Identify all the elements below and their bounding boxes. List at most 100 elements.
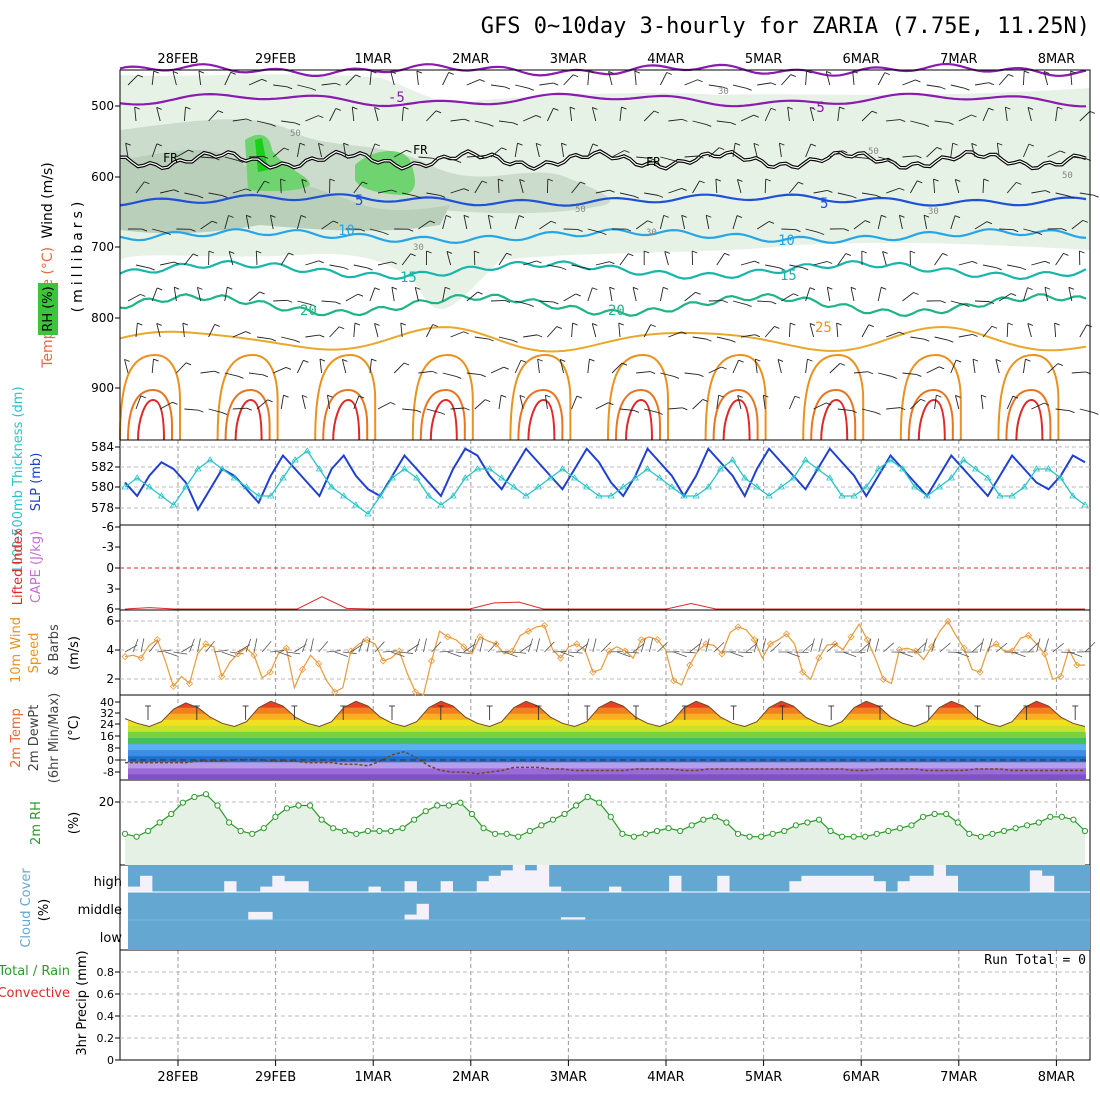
wind-speed-point <box>976 668 984 676</box>
cloud-high-bar <box>296 881 309 892</box>
wind-speed-line <box>124 620 1085 696</box>
rh-label-30-b: 30 <box>646 228 657 238</box>
upper-wind-barb <box>425 324 434 338</box>
upper-wind-barb-feather <box>429 220 436 224</box>
wind-barb <box>996 642 1008 653</box>
upper-wind-barb-feather <box>845 253 851 256</box>
rh-2m-point <box>492 830 499 837</box>
upper-wind-barb <box>934 395 937 410</box>
upper-wind-barb-feather <box>923 214 930 218</box>
upper-wind-barb-feather <box>806 70 812 74</box>
rh-2m-point <box>353 830 360 837</box>
temp-contour-35 <box>907 388 954 441</box>
upper-wind-barb <box>611 150 625 158</box>
cloud-high-bar <box>476 881 490 892</box>
temp-contour-10 <box>119 228 1087 245</box>
upper-wind-barb-feather <box>553 82 559 86</box>
upper-wind-barb-feather <box>1025 358 1031 362</box>
date-label-bottom: 29FEB <box>255 1070 296 1085</box>
temp-label-20-a: 20 <box>300 303 317 319</box>
temp-contour-35 <box>127 388 173 441</box>
precip-tick-label: 0.4 <box>97 1010 115 1023</box>
rh-2m-point <box>769 830 776 837</box>
upper-wind-barb <box>182 323 185 338</box>
cloud-high-bar <box>404 881 417 892</box>
cloud-high-bar <box>440 881 453 892</box>
upper-wind-barb-feather <box>137 74 144 78</box>
upper-wind-barb <box>587 287 593 302</box>
rh-label-50-c: 50 <box>868 147 879 157</box>
wind-barb <box>1044 638 1049 653</box>
upper-wind-barb <box>281 120 296 124</box>
rh-2m-point <box>260 825 267 832</box>
thickness-point <box>801 456 810 463</box>
upper-wind-barb <box>343 143 347 158</box>
upper-wind-barb <box>1043 71 1049 86</box>
cloud-high-bar <box>524 870 538 892</box>
upper-wind-barb-feather <box>649 157 656 161</box>
thickness-point <box>984 474 992 481</box>
rh-2m-point <box>283 805 291 812</box>
thickness-point <box>1008 492 1016 499</box>
upper-wind-barb-feather <box>153 358 159 362</box>
upper-wind-barb <box>474 336 489 340</box>
upper-wind-barb <box>999 228 1014 231</box>
upper-wind-barb <box>1027 323 1032 338</box>
temp-contour-30 <box>802 353 865 441</box>
temp-label-10-a: 10 <box>338 223 355 239</box>
rh-2m-point <box>237 827 244 835</box>
upper-wind-barb-feather <box>899 187 905 191</box>
cloud-middle-bar <box>248 911 261 920</box>
upper-wind-barb <box>151 71 155 86</box>
upper-wind-barb-feather <box>572 322 578 326</box>
upper-wind-barb-feather <box>1069 195 1075 199</box>
wind-barb <box>899 651 913 658</box>
cloud-high-bar <box>284 881 297 892</box>
upper-wind-barb <box>321 82 336 86</box>
upper-wind-barb <box>519 179 524 194</box>
upper-wind-barb <box>762 395 766 410</box>
precip-panel-title-3: Convective <box>0 986 70 1001</box>
rh-2m-point <box>896 825 904 832</box>
upper-wind-barb-feather <box>1024 70 1030 74</box>
upper-wind-barb-feather <box>156 143 163 147</box>
upper-wind-barb-feather <box>561 142 567 146</box>
upper-wind-barb <box>208 192 223 197</box>
upper-wind-barb <box>561 143 565 158</box>
upper-wind-barb <box>341 359 347 374</box>
upper-wind-barb <box>474 180 483 194</box>
temp-label-minus5-b: -5 <box>808 100 825 116</box>
upper-wind-barb <box>173 287 177 302</box>
upper-wind-barb <box>595 189 610 194</box>
upper-wind-barb-feather <box>455 160 462 163</box>
upper-wind-barb-feather <box>827 286 833 290</box>
temp-band <box>128 713 1086 720</box>
freezing-level-label-1: FR <box>163 151 178 165</box>
upper-wind-barb-feather <box>1027 323 1033 326</box>
wind-barb <box>794 651 809 653</box>
upper-wind-barb-feather <box>406 149 412 153</box>
cloud-high-bar <box>813 875 826 892</box>
upper-wind-barb-feather <box>851 410 857 413</box>
upper-wind-barb <box>643 324 652 338</box>
rh-2m-point <box>272 813 279 820</box>
freezing-level-label-3: FR <box>646 155 661 169</box>
upper-wind-barb-feather <box>144 181 150 185</box>
wind-speed-point <box>379 657 387 665</box>
upper-wind-barb <box>659 72 668 86</box>
upper-wind-barb-feather <box>319 358 326 362</box>
wind-speed-point <box>766 640 774 648</box>
upper-wind-barb-feather <box>280 178 286 182</box>
upper-wind-barb <box>539 220 552 230</box>
rh-2m-point <box>677 827 684 835</box>
cloud-high-bar <box>224 881 237 892</box>
upper-wind-barb-feather <box>790 74 796 78</box>
upper-wind-barb <box>826 287 831 302</box>
upper-wind-barb <box>1004 107 1008 122</box>
upper-wind-barb <box>281 336 295 341</box>
upper-wind-barb-feather <box>625 228 632 232</box>
upper-wind-barb-feather <box>778 267 785 271</box>
upper-wind-barb <box>418 220 431 230</box>
upper-wind-barb-feather <box>995 358 1002 362</box>
wind-barb <box>366 638 371 653</box>
